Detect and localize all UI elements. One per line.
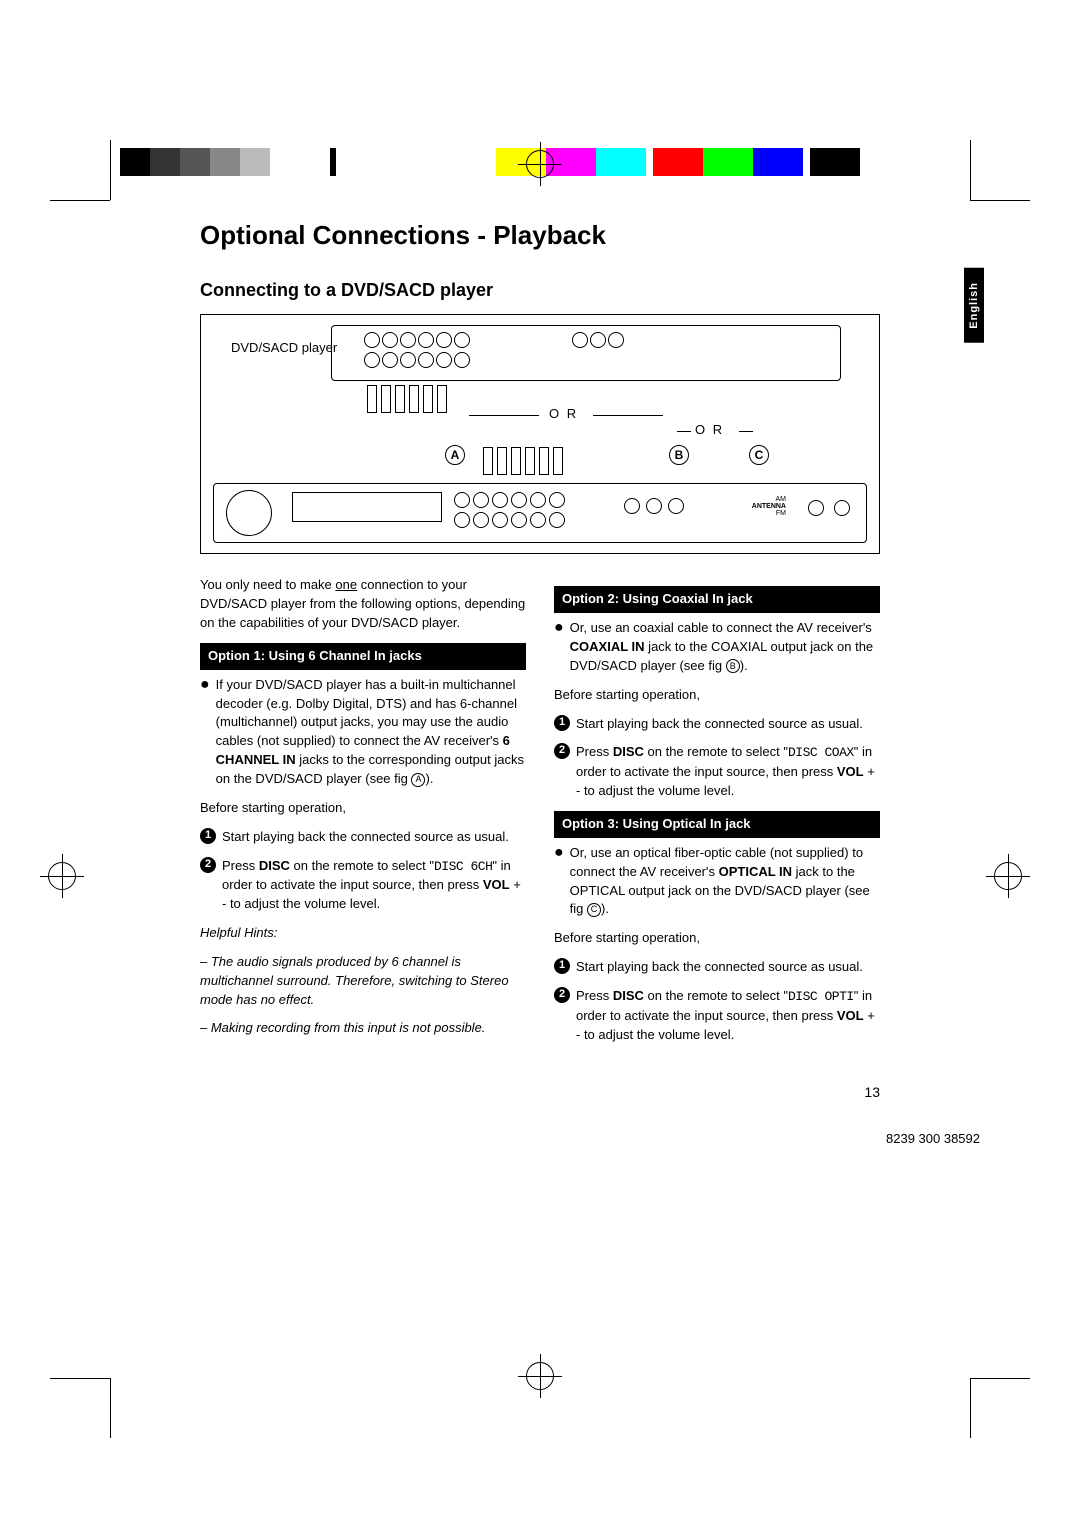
- crop-mark: [110, 140, 111, 200]
- option2-step1: 1 Start playing back the connected sourc…: [554, 715, 880, 734]
- step-number-icon: 1: [554, 958, 570, 974]
- option3-step1: 1 Start playing back the connected sourc…: [554, 958, 880, 977]
- crop-mark: [50, 200, 110, 201]
- right-column: Option 2: Using Coaxial In jack ● Or, us…: [554, 576, 880, 1054]
- bullet-icon: ●: [554, 619, 564, 676]
- intro-text: You only need to make one connection to …: [200, 576, 526, 633]
- dvd-sacd-player-rear: [331, 325, 841, 381]
- left-column: You only need to make one connection to …: [200, 576, 526, 1054]
- step-number-icon: 1: [200, 828, 216, 844]
- crop-mark: [50, 1378, 110, 1379]
- before-operation-text: Before starting operation,: [554, 686, 880, 705]
- connection-diagram: DVD/SACD player O R O R: [200, 314, 880, 554]
- document-number: 8239 300 38592: [886, 1131, 980, 1146]
- option2-bullet: ● Or, use an coaxial cable to connect th…: [554, 619, 880, 676]
- diagram-or-label: O R: [695, 422, 724, 437]
- option3-step2: 2 Press DISC on the remote to select "DI…: [554, 987, 880, 1045]
- register-mark-icon: [526, 150, 554, 178]
- step-number-icon: 2: [200, 857, 216, 873]
- step-number-icon: 2: [554, 743, 570, 759]
- register-mark-icon: [994, 862, 1022, 890]
- hints-label: Helpful Hints:: [200, 924, 526, 943]
- page-number: 13: [864, 1084, 880, 1100]
- option1-step1: 1 Start playing back the connected sourc…: [200, 828, 526, 847]
- step-number-icon: 1: [554, 715, 570, 731]
- option3-bullet: ● Or, use an optical fiber-optic cable (…: [554, 844, 880, 919]
- before-operation-text: Before starting operation,: [554, 929, 880, 948]
- section-title: Connecting to a DVD/SACD player: [200, 279, 880, 302]
- av-receiver-rear: AM ANTENNA FM: [213, 483, 867, 543]
- option3-heading: Option 3: Using Optical In jack: [554, 811, 880, 838]
- register-mark-icon: [48, 862, 76, 890]
- antenna-label: AM ANTENNA FM: [752, 496, 786, 517]
- crop-mark: [970, 140, 971, 200]
- page-content: English Optional Connections - Playback …: [200, 220, 880, 1054]
- before-operation-text: Before starting operation,: [200, 799, 526, 818]
- option2-step2: 2 Press DISC on the remote to select "DI…: [554, 743, 880, 801]
- crop-mark: [970, 1378, 971, 1438]
- option1-heading: Option 1: Using 6 Channel In jacks: [200, 643, 526, 670]
- hint2: – Making recording from this input is no…: [200, 1019, 526, 1038]
- bullet-icon: ●: [554, 844, 564, 919]
- option2-heading: Option 2: Using Coaxial In jack: [554, 586, 880, 613]
- page-title: Optional Connections - Playback: [200, 220, 880, 251]
- figure-ref-a: A: [445, 445, 465, 465]
- diagram-or-label: O R: [549, 406, 578, 421]
- crop-mark: [110, 1378, 111, 1438]
- bullet-icon: ●: [200, 676, 210, 789]
- figure-ref-b: B: [669, 445, 689, 465]
- option1-bullet: ● If your DVD/SACD player has a built-in…: [200, 676, 526, 789]
- crop-mark: [970, 200, 1030, 201]
- diagram-player-label: DVD/SACD player: [231, 339, 337, 357]
- figure-ref-c: C: [749, 445, 769, 465]
- hint1: – The audio signals produced by 6 channe…: [200, 953, 526, 1010]
- option1-step2: 2 Press DISC on the remote to select "DI…: [200, 857, 526, 915]
- fan-icon: [226, 490, 272, 536]
- register-mark-icon: [526, 1362, 554, 1390]
- step-number-icon: 2: [554, 987, 570, 1003]
- body-columns: You only need to make one connection to …: [200, 576, 880, 1054]
- language-tab: English: [964, 268, 984, 343]
- crop-mark: [970, 1378, 1030, 1379]
